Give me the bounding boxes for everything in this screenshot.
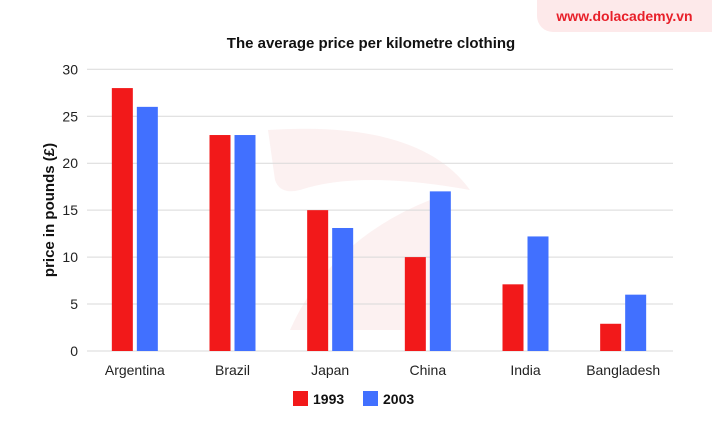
y-tick-label: 15 bbox=[62, 202, 78, 218]
y-tick-label: 30 bbox=[62, 61, 78, 77]
bar-2003-bangladesh bbox=[625, 294, 647, 351]
x-tick-label: Bangladesh bbox=[586, 362, 660, 378]
legend-label-2003: 2003 bbox=[383, 391, 414, 407]
bar-1993-japan bbox=[307, 210, 329, 351]
legend-swatch-1993 bbox=[293, 391, 308, 406]
y-tick-label: 5 bbox=[70, 296, 78, 312]
bar-2003-brazil bbox=[234, 135, 256, 351]
chart-title: The average price per kilometre clothing bbox=[227, 35, 515, 52]
y-tick-label: 25 bbox=[62, 108, 78, 124]
bar-1993-india bbox=[502, 284, 524, 351]
x-tick-label: Brazil bbox=[215, 362, 250, 378]
bar-2003-japan bbox=[332, 227, 354, 351]
x-tick-label: Japan bbox=[311, 362, 349, 378]
x-tick-label: China bbox=[410, 362, 447, 378]
x-tick-label: India bbox=[510, 362, 541, 378]
bar-1993-brazil bbox=[209, 135, 231, 351]
brand-watermark: www.dolacademy.vn bbox=[537, 0, 712, 32]
y-axis-label: price in pounds (£) bbox=[41, 143, 58, 277]
y-tick-label: 20 bbox=[62, 155, 78, 171]
bar-1993-china bbox=[404, 257, 426, 351]
x-tick-label: Argentina bbox=[105, 362, 165, 378]
y-tick-label: 0 bbox=[70, 343, 78, 359]
bar-1993-argentina bbox=[111, 88, 133, 351]
legend-label-1993: 1993 bbox=[313, 391, 344, 407]
bar-2003-china bbox=[429, 191, 451, 351]
bar-1993-bangladesh bbox=[600, 323, 622, 351]
bar-2003-india bbox=[527, 236, 549, 351]
bar-2003-argentina bbox=[136, 106, 158, 351]
legend-swatch-2003 bbox=[363, 391, 378, 406]
y-tick-label: 10 bbox=[62, 249, 78, 265]
